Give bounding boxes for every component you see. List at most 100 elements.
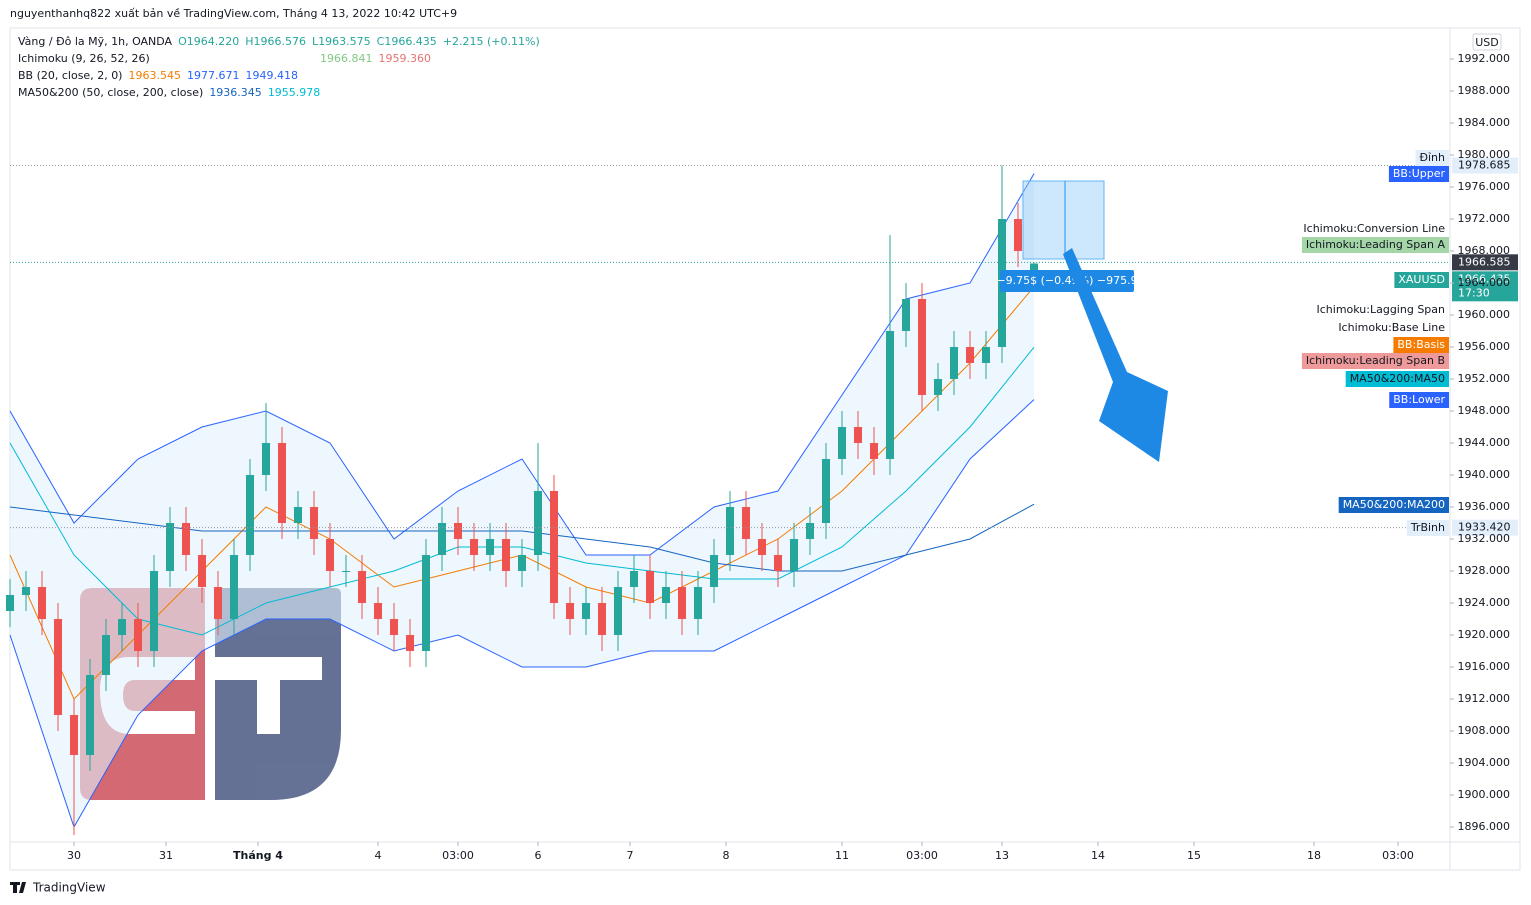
- x-tick-label: 6: [535, 849, 542, 862]
- x-tick-label: 18: [1307, 849, 1321, 862]
- candle-body: [774, 555, 782, 571]
- candle-body: [710, 555, 718, 587]
- legend-value: C1966.435: [377, 35, 437, 48]
- x-tick-label: 14: [1091, 849, 1105, 862]
- y-tick-label: 1936.000: [1458, 500, 1511, 513]
- y-tick-label: 1980.000: [1458, 148, 1511, 161]
- candle-body: [454, 523, 462, 539]
- candle-body: [86, 675, 94, 755]
- candle-body: [1014, 219, 1022, 251]
- tag-box: [1406, 520, 1449, 536]
- y-tick-label: 1940.000: [1458, 468, 1511, 481]
- y-tick-label: 1928.000: [1458, 564, 1511, 577]
- candle-body: [230, 555, 238, 619]
- y-tick-label: 1948.000: [1458, 404, 1511, 417]
- legend-label: BB (20, close, 2, 0): [18, 69, 122, 82]
- candle-body: [214, 587, 222, 619]
- price-tag-sub: 17:30: [1458, 286, 1490, 299]
- y-tick-label: 1952.000: [1458, 372, 1511, 385]
- candle-body: [198, 555, 206, 587]
- tag-box: [1338, 497, 1449, 513]
- y-tick-label: 1976.000: [1458, 180, 1511, 193]
- candle-body: [486, 539, 494, 555]
- candle-body: [822, 459, 830, 523]
- band-lower: [9, 399, 1035, 829]
- candle-body: [742, 507, 750, 539]
- legend-label: MA50&200 (50, close, 200, close): [18, 86, 203, 99]
- candle-body: [886, 331, 894, 459]
- candle-body: [630, 571, 638, 587]
- band-upper: [9, 173, 1035, 556]
- x-tick-label: 03:00: [906, 849, 938, 862]
- legend-value: 1977.671: [187, 69, 240, 82]
- y-tick-label: 1904.000: [1458, 756, 1511, 769]
- tag-label: Ichimoku:Leading Span B: [1306, 354, 1445, 367]
- price-tag-label: 1978.685: [1458, 159, 1511, 172]
- legend-value: +2.215 (+0.11%): [443, 35, 540, 48]
- legend-value: H1966.576: [245, 35, 306, 48]
- tag-label: XAUUSD: [1398, 273, 1445, 286]
- candle-body: [678, 587, 686, 619]
- candle-body: [790, 539, 798, 571]
- candle-body: [582, 603, 590, 619]
- tag-label: BB:Lower: [1393, 393, 1445, 406]
- y-tick-label: 1964.000: [1458, 276, 1511, 289]
- tag-label: BB:Basis: [1397, 338, 1445, 351]
- candle-body: [598, 603, 606, 635]
- candle-body: [22, 587, 30, 595]
- candle-body: [326, 539, 334, 571]
- currency-box: [1472, 33, 1502, 51]
- y-tick-label: 1896.000: [1458, 820, 1511, 833]
- candle-body: [246, 475, 254, 555]
- candle-body: [54, 619, 62, 715]
- candle-body: [150, 571, 158, 651]
- y-tick-label: 1988.000: [1458, 84, 1511, 97]
- short-position: −9.75$ (−0.49%) −975.9: [996, 180, 1138, 292]
- candle-body: [934, 379, 942, 395]
- x-tick-label: Tháng 4: [233, 849, 283, 862]
- y-tick-label: 1932.000: [1458, 532, 1511, 545]
- candle-body: [278, 443, 286, 523]
- price-tag: [1452, 254, 1518, 271]
- legend-value: L1963.575: [312, 35, 371, 48]
- tag-box: [1394, 272, 1449, 288]
- candle-body: [134, 619, 142, 651]
- price-tag: [1452, 157, 1518, 174]
- logo-t: [215, 657, 322, 734]
- candle-body: [102, 635, 110, 675]
- x-tick-label: 11: [835, 849, 849, 862]
- y-tick-label: 1944.000: [1458, 436, 1511, 449]
- candle-body: [838, 427, 846, 459]
- x-tick-label: 4: [375, 849, 382, 862]
- candle-body: [726, 507, 734, 555]
- candle-body: [918, 299, 926, 395]
- currency: USD: [1475, 36, 1499, 49]
- price-tag: [1452, 519, 1518, 536]
- candle-body: [118, 619, 126, 635]
- candle-body: [870, 443, 878, 459]
- x-tick-label: 15: [1187, 849, 1201, 862]
- candle-body: [358, 571, 366, 603]
- candle-body: [806, 523, 814, 539]
- projection-label-box: [1000, 270, 1134, 292]
- x-tick-label: 8: [723, 849, 730, 862]
- y-tick-label: 1984.000: [1458, 116, 1511, 129]
- candle-body: [38, 587, 46, 619]
- x-tick-label: 30: [67, 849, 81, 862]
- candle-body: [614, 587, 622, 635]
- candle-body: [982, 347, 990, 363]
- candle-body: [662, 587, 670, 603]
- tag-label: MA50&200:MA50: [1350, 372, 1445, 385]
- x-tick-label: 31: [159, 849, 173, 862]
- candle-body: [502, 539, 510, 571]
- legend-value: O1964.220: [178, 35, 239, 48]
- candle-body: [342, 571, 350, 572]
- candle-body: [758, 539, 766, 555]
- tag-label: TrBinh: [1410, 521, 1445, 534]
- x-tick-label: 13: [995, 849, 1009, 862]
- attribution: nguyenthanhq822 xuất bản về TradingView.…: [10, 7, 457, 20]
- legend-value: 1959.360: [379, 52, 432, 65]
- tag-label: Đỉnh: [1419, 151, 1445, 164]
